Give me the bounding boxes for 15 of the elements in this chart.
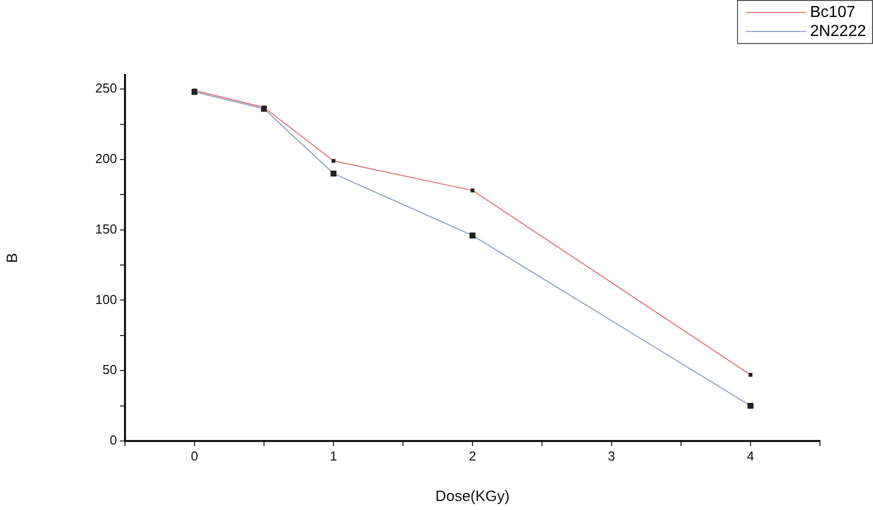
y-tick-label: 50 xyxy=(102,362,117,378)
y-tick-label: 150 xyxy=(95,221,117,236)
y-tick-label: 100 xyxy=(95,292,117,307)
x-tick-label: 4 xyxy=(746,448,754,464)
y-tick-label: 250 xyxy=(95,80,117,96)
x-axis-title: Dose(KGy) xyxy=(435,488,510,506)
y-tick-label: 200 xyxy=(95,151,117,166)
legend-label: 2N2222 xyxy=(810,22,866,41)
y-axis-title: B xyxy=(4,252,22,264)
legend-label: Bc107 xyxy=(810,3,856,22)
x-tick-label: 3 xyxy=(608,448,616,464)
x-tick-label: 0 xyxy=(190,448,198,464)
y-tick-label: 0 xyxy=(110,432,117,448)
x-tick-label: 1 xyxy=(330,448,338,464)
x-tick-label: 2 xyxy=(468,448,476,464)
